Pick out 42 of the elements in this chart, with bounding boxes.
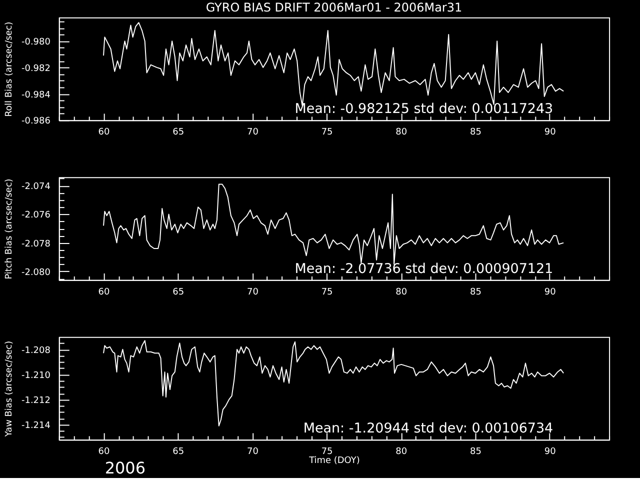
x-tick-label: 60	[98, 447, 110, 458]
x-tick-label: 85	[470, 287, 482, 298]
y-axis-title: Pitch Bias (arcsec/sec)	[4, 178, 14, 280]
x-tick-label: 70	[246, 287, 259, 298]
y-tick-label: -0.982	[22, 64, 50, 74]
y-axis-title: Roll Bias (arcsec/sec)	[4, 22, 14, 117]
y-tick-label: -1.210	[22, 370, 51, 381]
y-tick-label: -1.214	[22, 421, 51, 432]
x-tick-label: 90	[544, 287, 556, 298]
y-tick-label: -2.076	[22, 210, 51, 221]
x-tick-label: 80	[396, 128, 408, 138]
y-tick-label: -1.212	[22, 396, 50, 406]
y-tick-label: -0.980	[22, 38, 51, 48]
y-tick-label: -0.984	[22, 90, 51, 100]
x-tick-label: 75	[321, 447, 333, 458]
x-tick-label: 75	[321, 128, 333, 138]
y-tick-label: -2.078	[22, 239, 51, 250]
chart-title: GYRO BIAS DRIFT 2006Mar01 - 2006Mar31	[206, 0, 462, 14]
x-tick-label: 80	[396, 447, 408, 458]
x-tick-label: 70	[246, 128, 259, 138]
y-tick-label: -2.080	[22, 268, 51, 278]
x-tick-label: 65	[172, 447, 184, 458]
y-tick-label: -1.208	[22, 346, 51, 356]
x-tick-label: 90	[544, 128, 556, 138]
x-tick-label: 60	[98, 287, 110, 298]
x-tick-label: 60	[98, 128, 110, 138]
text: 2006	[104, 458, 146, 478]
x-axis-title: Time (DOY)	[308, 456, 360, 466]
annotation: Mean: -0.982125 std dev: 0.00117243	[294, 101, 554, 118]
x-tick-label: 65	[172, 287, 184, 298]
annotation: Mean: -2.07736 std dev: 0.000907121	[294, 260, 554, 277]
x-tick-label: 85	[470, 128, 482, 138]
x-tick-label: 80	[396, 287, 408, 298]
y-tick-label: -2.074	[22, 182, 51, 192]
x-tick-label: 90	[544, 447, 556, 458]
annotation: Mean: -1.20944 std dev: 0.00106734	[303, 420, 554, 437]
x-tick-label: 85	[470, 447, 482, 458]
y-axis-title: Yaw Bias (arcsec/sec)	[4, 340, 14, 438]
y-tick-label: -0.986	[22, 116, 51, 127]
x-tick-label: 65	[172, 128, 184, 138]
x-tick-label: 75	[321, 287, 333, 298]
x-tick-label: 70	[246, 447, 259, 458]
